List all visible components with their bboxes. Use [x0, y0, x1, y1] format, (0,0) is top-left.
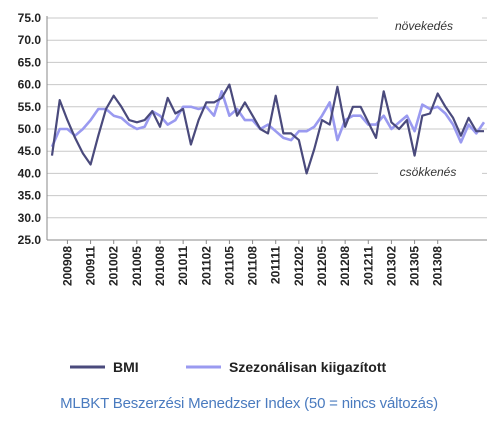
y-tick-label: 75.0 — [18, 11, 42, 25]
x-tick-label: 201208 — [338, 246, 352, 286]
y-tick-label: 40.0 — [18, 166, 42, 180]
series-line-bmi — [50, 83, 484, 175]
y-tick-label: 60.0 — [18, 78, 42, 92]
x-tick-label: 201102 — [199, 246, 213, 286]
x-tick-label: 200908 — [60, 246, 74, 286]
annotation-csokkenes: csökkenés — [400, 165, 457, 179]
annotation-box-bottom — [378, 160, 482, 182]
x-tick-label: 201308 — [431, 246, 445, 286]
y-tick-label: 35.0 — [18, 189, 42, 203]
y-tick-label: 70.0 — [18, 33, 42, 47]
x-tick-label: 201202 — [292, 246, 306, 286]
x-tick-label: 201105 — [222, 246, 236, 286]
x-tick-label: 201205 — [315, 246, 329, 286]
legend-label-seasonal: Szezonálisan kiigazított — [229, 359, 386, 375]
x-tick-label: 200911 — [84, 246, 98, 286]
y-tick-label: 45.0 — [18, 144, 42, 158]
x-tick-label: 201211 — [361, 246, 375, 286]
series-line-seasonal — [50, 90, 486, 148]
chart-caption: MLBKT Beszerzési Menedzser Index (50 = n… — [60, 395, 438, 412]
x-tick-label: 201305 — [408, 246, 422, 286]
x-tick-label: 201111 — [269, 246, 283, 284]
gridlines — [47, 17, 487, 241]
y-tick-label: 50.0 — [18, 122, 42, 136]
y-tick-label: 55.0 — [18, 100, 42, 114]
x-tick-label: 201008 — [153, 246, 167, 286]
annotation-novekedes: növekedés — [395, 19, 453, 33]
y-tick-label: 30.0 — [18, 211, 42, 225]
x-tick-label: 201108 — [246, 246, 260, 286]
annotation-box-top — [378, 14, 482, 38]
legend-label-bmi: BMI — [113, 359, 139, 375]
series-group — [50, 83, 486, 175]
x-axis: 200908 200911 201002 201005 201008 201011 2011… — [47, 239, 487, 286]
y-axis: 75.0 70.0 65.0 60.0 55.0 50.0 45.0 40.0 35.0 30.0… — [18, 11, 48, 247]
y-tick-label: 25.0 — [18, 233, 42, 247]
x-tick-label: 201302 — [384, 246, 398, 286]
x-tick-label: 201002 — [107, 246, 121, 286]
x-tick-label: 201011 — [176, 246, 190, 286]
y-tick-label: 65.0 — [18, 55, 42, 69]
legend: BMI Szezonálisan kiigazított — [70, 359, 386, 375]
x-tick-label: 201005 — [130, 246, 144, 286]
